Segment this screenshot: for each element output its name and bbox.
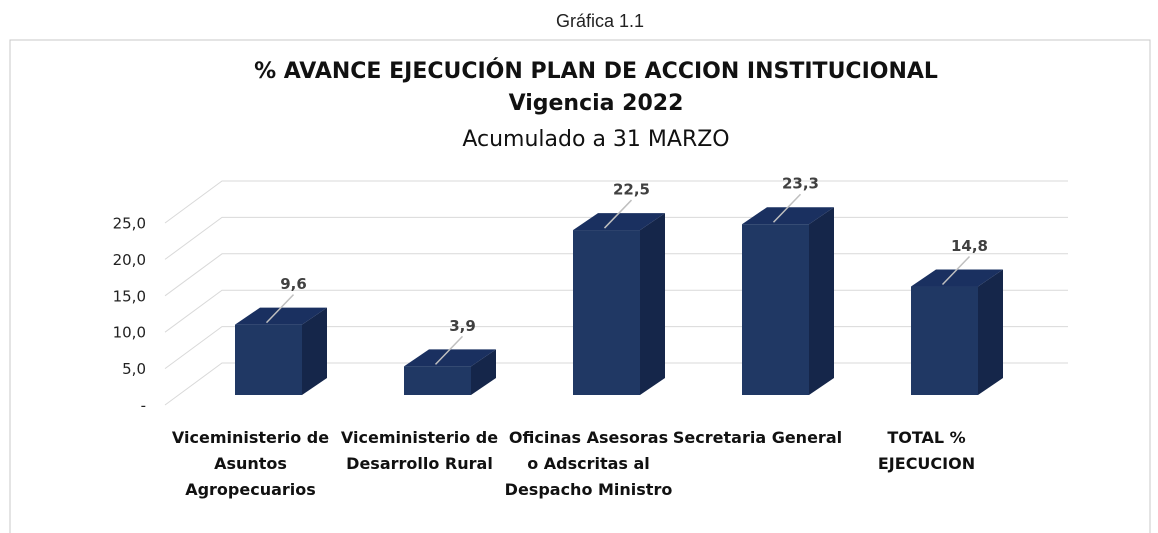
x-tick-label: Viceministerio de Asuntos Agropecuarios [171, 428, 330, 499]
chart-frame [9, 39, 1151, 533]
leader-line [941, 255, 971, 286]
bar-front [235, 324, 302, 395]
bar-top [911, 269, 1003, 287]
bar [911, 269, 1003, 395]
y-tick-label: 10,0 [113, 324, 146, 342]
value-label: 23,3 [782, 175, 819, 193]
leader-line [772, 193, 802, 223]
chart-note: Acumulado a 31 MARZO [462, 127, 729, 152]
bar-top [573, 213, 665, 231]
bar-side [978, 269, 1003, 395]
bar-front [911, 286, 978, 395]
chart-title: % AVANCE EJECUCIÓN PLAN DE ACCION INSTIT… [254, 58, 938, 84]
x-tick-label: TOTAL % EJECUCION [877, 428, 976, 473]
bar [235, 307, 327, 395]
value-label: 14,8 [951, 237, 988, 255]
caption: Gráfica 1.1 [556, 11, 644, 31]
y-tick-label: - [141, 397, 146, 415]
leader-line [265, 294, 295, 324]
bar [742, 207, 834, 395]
bar-front [404, 366, 471, 395]
y-tick-label: 15,0 [113, 287, 146, 305]
y-tick-label: 20,0 [113, 251, 146, 269]
bar-side [640, 213, 665, 395]
bar-front [573, 230, 640, 395]
y-tick-label: 5,0 [122, 360, 146, 378]
value-label: 9,6 [280, 275, 307, 293]
leader-line [434, 335, 464, 365]
bar [573, 213, 665, 395]
bar [404, 349, 496, 395]
bar-top [235, 307, 327, 325]
x-tick-label: Secretaria General [672, 428, 843, 447]
leader-line [603, 199, 633, 229]
bar-side [471, 349, 496, 395]
grid-line [164, 180, 1068, 224]
value-label: 22,5 [613, 181, 650, 199]
bar-side [302, 307, 327, 395]
bar-front [742, 224, 809, 395]
bar-side [809, 207, 834, 395]
y-tick-label: 25,0 [113, 215, 146, 233]
bar-top [404, 349, 496, 367]
x-tick-label: Viceministerio de Desarrollo Rural [340, 428, 499, 473]
x-tick-label: Oficinas Asesoras o Adscritas al Despach… [504, 428, 673, 499]
bar-top [742, 207, 834, 225]
value-label: 3,9 [449, 317, 476, 335]
chart-subtitle: Vigencia 2022 [509, 91, 684, 116]
